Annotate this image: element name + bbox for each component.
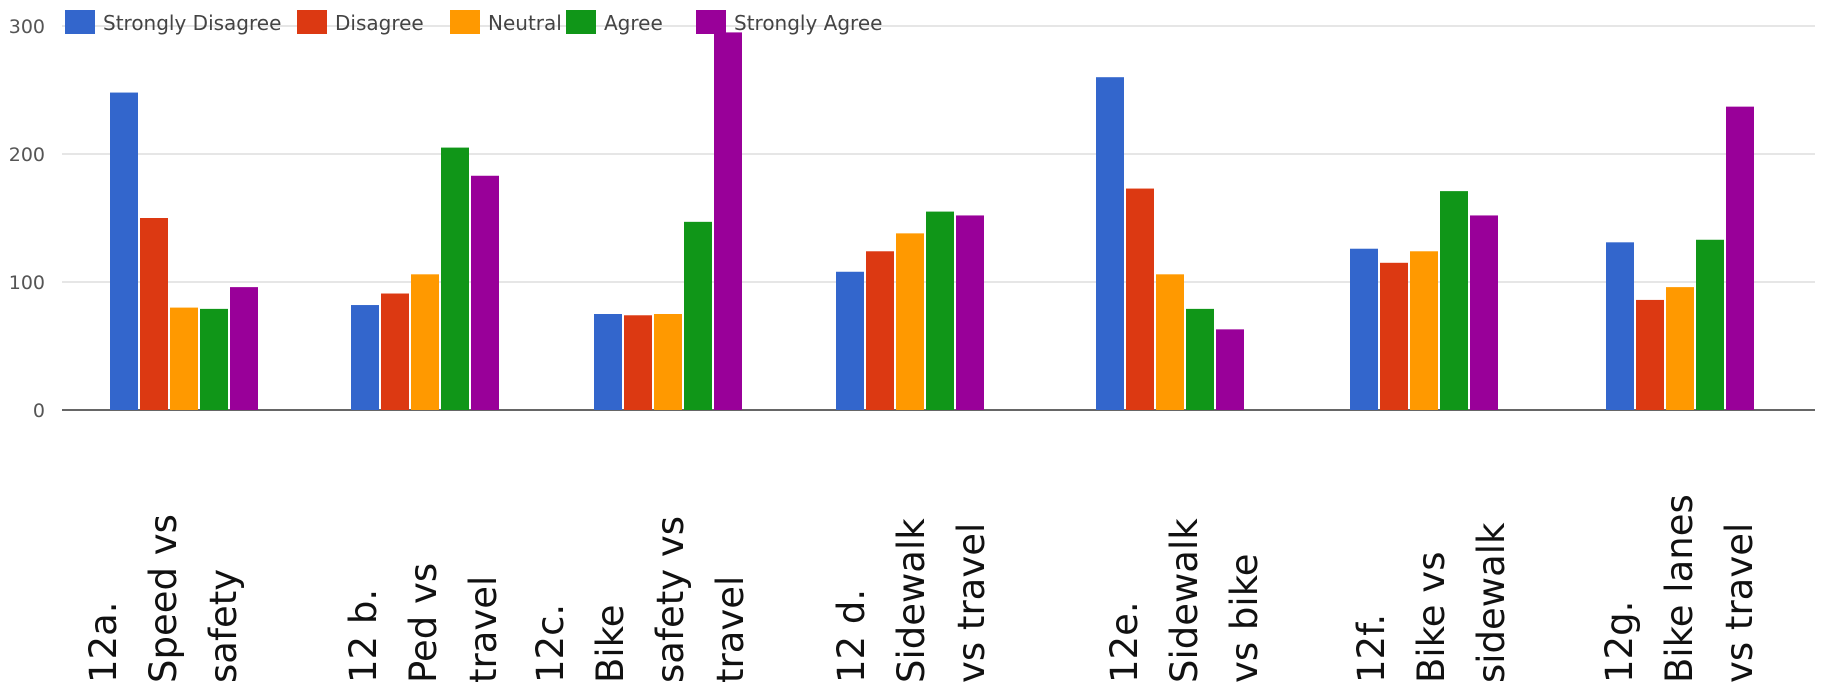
bar-agree <box>200 308 228 410</box>
bar-neutral <box>170 307 198 410</box>
category-label: vs travel <box>1718 523 1761 683</box>
category-label: 12 d. <box>830 589 873 683</box>
y-tick-label: 0 <box>33 400 45 422</box>
legend-swatch <box>297 10 327 34</box>
bar-disagree <box>140 218 168 410</box>
y-tick-label: 300 <box>9 16 45 38</box>
category-label: safety vs <box>649 516 692 683</box>
bar-strongly-agree <box>714 32 742 411</box>
category-label: travel <box>709 576 752 683</box>
category-label: sidewalk <box>1470 522 1513 683</box>
y-tick-label: 100 <box>9 272 45 294</box>
category-label: Sidewalk <box>1163 518 1206 683</box>
bar-disagree <box>1636 299 1664 410</box>
bar-strongly-agree <box>1470 215 1498 410</box>
category-label: 12a. <box>82 601 125 683</box>
category-label: 12g. <box>1598 601 1641 683</box>
bar-strongly-disagree <box>110 92 138 410</box>
bar-strongly-agree <box>956 215 984 410</box>
legend-swatch <box>566 10 596 34</box>
bar-strongly-agree <box>1726 106 1754 410</box>
category-label: vs bike <box>1223 553 1266 683</box>
bar-neutral <box>1666 287 1694 410</box>
legend-label: Neutral <box>488 11 562 35</box>
category-label: Bike vs <box>1410 552 1453 683</box>
bar-agree <box>684 221 712 410</box>
legend-swatch <box>696 10 726 34</box>
bar-agree <box>1440 191 1468 410</box>
bar-disagree <box>381 293 409 410</box>
legend-swatch <box>450 10 480 34</box>
bar-strongly-disagree <box>1096 77 1124 410</box>
category-label: 12e. <box>1103 601 1146 683</box>
category-label: Bike <box>589 604 632 683</box>
category-label: Ped vs <box>402 563 445 683</box>
category-label: 12f. <box>1350 614 1393 683</box>
category-label: safety <box>202 569 245 683</box>
bar-neutral <box>654 314 682 410</box>
bar-agree <box>441 147 469 410</box>
bar-neutral <box>411 274 439 410</box>
category-label: 12c. <box>529 604 572 683</box>
bar-strongly-disagree <box>836 271 864 410</box>
bar-strongly-agree <box>471 175 499 410</box>
category-label: Speed vs <box>142 514 185 683</box>
bar-disagree <box>1126 188 1154 410</box>
legend-label: Disagree <box>335 11 424 35</box>
legend-label: Strongly Agree <box>734 11 882 35</box>
category-label: vs travel <box>950 523 993 683</box>
legend-label: Agree <box>604 11 663 35</box>
category-label: travel <box>462 576 505 683</box>
category-labels: 12a. Speed vs safety 12 b. Ped vs travel 12c. B… <box>82 494 1761 683</box>
category-label: 12 b. <box>342 589 385 683</box>
bar-neutral <box>896 233 924 410</box>
bar-strongly-disagree <box>594 314 622 410</box>
bar-strongly-disagree <box>1350 248 1378 410</box>
bar-neutral <box>1410 251 1438 410</box>
bar-disagree <box>624 315 652 410</box>
bars <box>110 32 1754 411</box>
bar-agree <box>1186 308 1214 410</box>
legend-swatch <box>65 10 95 34</box>
category-label: Bike lanes <box>1658 494 1701 683</box>
legend: Strongly Disagree Disagree Neutral Agree Str… <box>65 10 882 35</box>
bar-strongly-agree <box>1216 329 1244 410</box>
legend-label: Strongly Disagree <box>103 11 281 35</box>
bar-disagree <box>866 251 894 410</box>
bar-strongly-disagree <box>1606 242 1634 410</box>
y-tick-label: 200 <box>9 144 45 166</box>
bar-disagree <box>1380 262 1408 410</box>
bar-strongly-agree <box>230 287 258 410</box>
bar-agree <box>926 211 954 410</box>
bar-agree <box>1696 239 1724 410</box>
bar-strongly-disagree <box>351 305 379 410</box>
y-axis-ticks: 0 100 200 300 <box>9 16 45 422</box>
category-label: Sidewalk <box>890 518 933 683</box>
bar-neutral <box>1156 274 1184 410</box>
